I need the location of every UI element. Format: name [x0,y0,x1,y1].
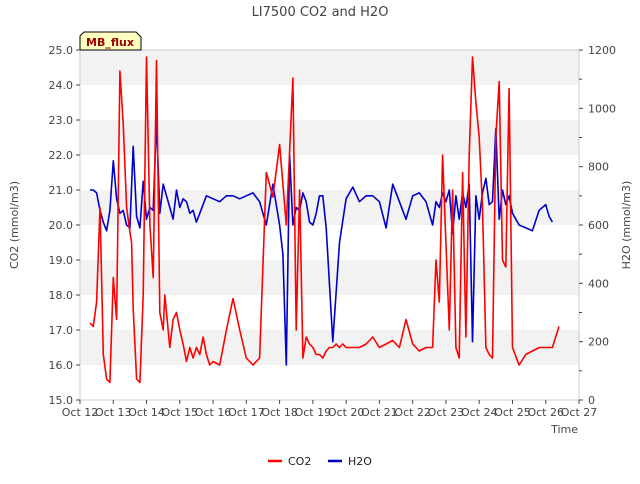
series-line-co2 [89,56,560,384]
left-tick-label: 20.0 [49,219,74,232]
badge-label: MB_flux [86,36,134,49]
legend: CO2 H2O [268,455,372,468]
x-tick-label: Oct 26 [527,406,564,419]
left-tick-label: 18.0 [49,289,74,302]
x-tick-label: Oct 24 [461,406,498,419]
right-tick-label: 1000 [588,102,616,115]
right-axis-ticks: 0 200 400 600 800 1000 1200 [579,44,616,407]
badge: MB_flux [79,31,142,51]
badge-box [79,31,142,51]
chart-title: LI7500 CO2 and H2O [252,5,389,20]
x-axis-label: Time [550,423,578,436]
right-tick-label: 600 [588,219,609,232]
left-tick-label: 23.0 [49,114,74,127]
grid-band [80,190,579,225]
x-tick-label: Oct 14 [128,406,165,419]
series-line-h2o [90,119,554,366]
x-tick-label: Oct 13 [95,406,132,419]
x-tick-label: Oct 21 [361,406,398,419]
x-tick-label: Oct 27 [561,406,598,419]
left-tick-label: 17.0 [49,324,74,337]
right-tick-label: 400 [588,277,609,290]
x-tick-label: Oct 16 [195,406,232,419]
left-tick-label: 16.0 [49,359,74,372]
left-tick-label: 21.0 [49,184,74,197]
left-tick-label: 24.0 [49,79,74,92]
x-tick-label: Oct 17 [228,406,265,419]
legend-label-co2: CO2 [288,455,311,468]
legend-label-h2o: H2O [348,455,372,468]
right-axis-label: H2O (mmol/m3) [620,181,633,270]
grid-band [80,50,579,85]
right-tick-label: 800 [588,161,609,174]
x-tick-label: Oct 23 [428,406,465,419]
left-axis-label: CO2 (mmol/m3) [8,181,21,269]
series-lines [89,56,560,384]
x-tick-label: Oct 19 [295,406,332,419]
x-tick-label: Oct 20 [328,406,365,419]
right-tick-label: 0 [588,394,595,407]
right-tick-label: 200 [588,336,609,349]
left-tick-label: 15.0 [49,394,74,407]
x-tick-label: Oct 15 [162,406,199,419]
x-tick-label: Oct 25 [494,406,531,419]
left-tick-label: 19.0 [49,254,74,267]
left-axis-ticks: 15.0 16.0 17.0 18.0 19.0 20.0 21.0 22.0 23.0 24.0… [49,44,80,407]
x-tick-label: Oct 12 [62,406,99,419]
right-tick-label: 1200 [588,44,616,57]
x-tick-label: Oct 18 [261,406,298,419]
left-tick-label: 25.0 [49,44,74,57]
left-tick-label: 22.0 [49,149,74,162]
x-tick-label: Oct 22 [394,406,431,419]
